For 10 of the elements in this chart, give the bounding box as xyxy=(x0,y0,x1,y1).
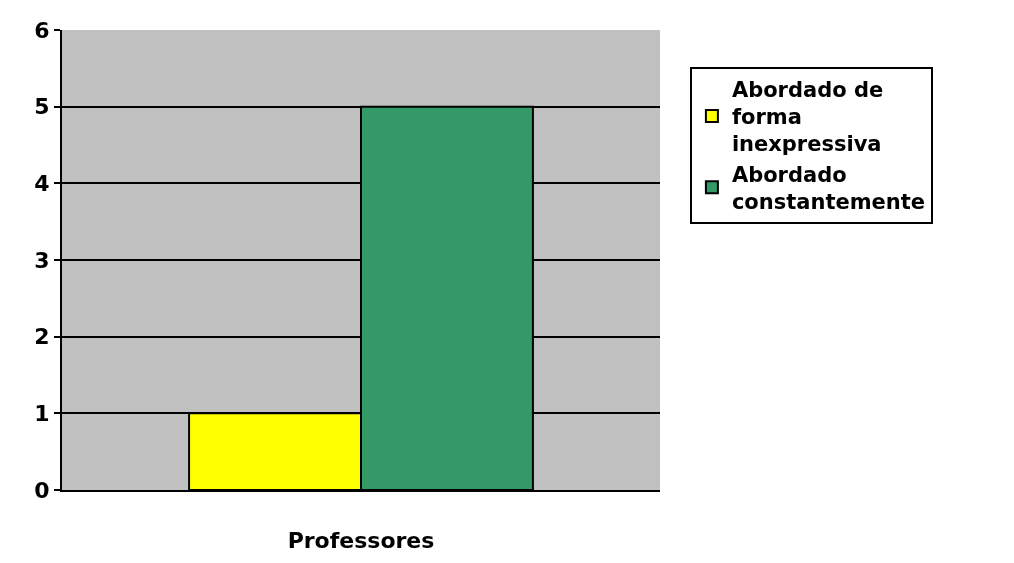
y-tick-label: 0 xyxy=(34,477,50,503)
y-tick-label: 3 xyxy=(34,247,50,273)
legend-label: Abordado de forma inexpressiva xyxy=(731,77,884,157)
y-tick-label: 2 xyxy=(34,324,50,350)
y-tick-label: 6 xyxy=(34,17,50,43)
legend-label: Abordado constantemente xyxy=(731,162,926,215)
x-tick-label: Professores xyxy=(287,528,435,554)
y-tick-label: 1 xyxy=(34,401,50,427)
y-tick-label: 5 xyxy=(34,94,50,120)
y-tick-label: 4 xyxy=(34,171,50,197)
